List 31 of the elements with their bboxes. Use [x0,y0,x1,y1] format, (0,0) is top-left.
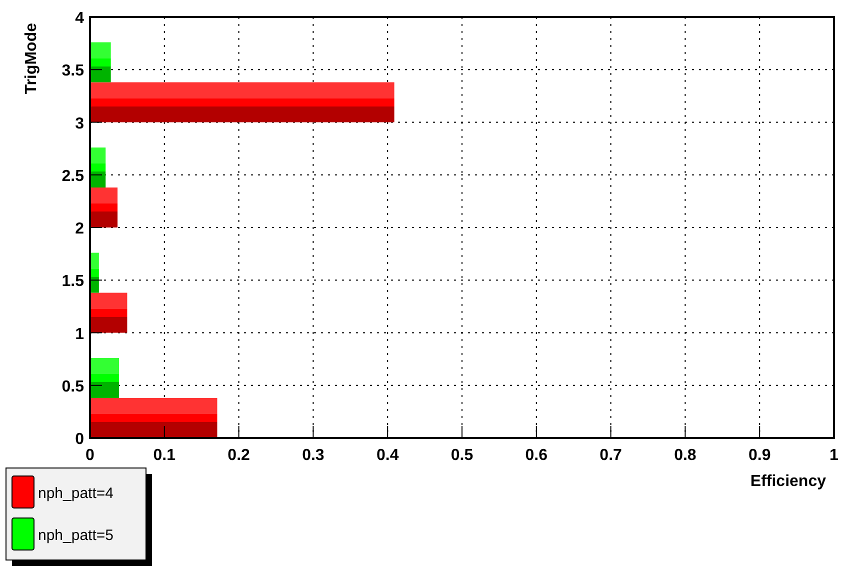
bar [90,148,106,188]
y-tick-label: 0 [75,431,84,448]
y-tick-label: 0.5 [62,378,84,396]
x-tick-label: 0.9 [748,447,771,464]
y-tick-label: 2 [75,220,84,238]
x-tick-label: 0.1 [153,447,176,464]
x-axis-title: Efficiency [750,473,826,490]
y-tick-label: 3.5 [62,62,84,80]
x-tick-label: 0.2 [228,447,250,464]
x-tick-label: 0.8 [674,447,696,464]
x-tick-label: 1 [830,447,839,464]
x-tick-label: 0.6 [525,447,548,464]
bar [90,188,118,228]
y-tick-label: 2.5 [62,168,84,185]
y-tick-label: 1 [75,326,84,343]
x-tick-label: 0.3 [302,447,324,464]
legend-label: nph_patt=5 [38,527,114,544]
x-tick-label: 0.7 [600,447,622,464]
bar [90,398,218,438]
x-tick-label: 0 [86,447,95,464]
bar [90,292,128,333]
y-tick-label: 1.5 [62,273,84,290]
bar [90,358,120,398]
x-tick-label: 0.5 [450,447,474,464]
legend-label: nph_patt=4 [38,485,114,502]
x-tick-label: 0.4 [376,447,399,464]
y-axis-title: TrigMode [23,22,40,94]
y-tick-label: 4 [75,10,84,27]
bar [90,82,394,122]
y-tick-label: 3 [75,115,84,132]
bar [90,42,111,82]
